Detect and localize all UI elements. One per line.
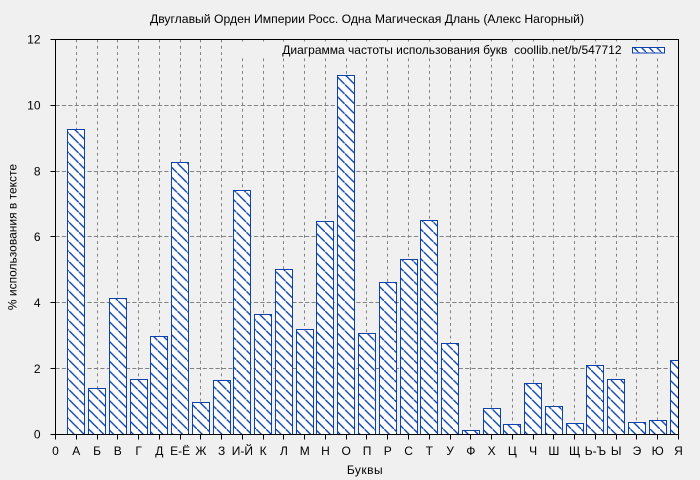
svg-text:Х: Х [488,444,496,458]
svg-text:10: 10 [27,99,41,113]
svg-text:Э: Э [633,444,642,458]
svg-text:К: К [260,444,267,458]
svg-text:Д: Д [155,444,163,458]
svg-text:З: З [218,444,225,458]
svg-text:Т: Т [426,444,434,458]
svg-text:4: 4 [34,296,41,310]
svg-text:Ж: Ж [195,444,206,458]
svg-text:12: 12 [27,33,41,47]
svg-text:6: 6 [34,230,41,244]
svg-text:Е-Ё: Е-Ё [170,444,190,458]
svg-text:Г: Г [135,444,142,458]
svg-text:0: 0 [34,428,41,442]
svg-text:8: 8 [34,164,41,178]
svg-text:А: А [72,444,80,458]
svg-text:Ф: Ф [466,444,475,458]
svg-text:Н: Н [321,444,330,458]
svg-text:Р: Р [384,444,392,458]
svg-text:Б: Б [93,444,101,458]
svg-text:Двуглавый Орден Империи Росс.: Двуглавый Орден Империи Росс. Одна Магич… [150,12,584,26]
svg-text:Ч: Ч [529,444,537,458]
svg-text:О: О [342,444,351,458]
svg-text:Буквы: Буквы [347,463,383,477]
svg-text:Я: Я [674,444,683,458]
svg-text:% использования в тексте: % использования в тексте [6,164,20,310]
svg-text:Ш: Ш [548,444,559,458]
svg-text:Ц: Ц [508,444,517,458]
svg-text:П: П [363,444,372,458]
svg-text:М: М [300,444,310,458]
svg-text:У: У [446,444,454,458]
svg-text:Диаграмма частоты использовани: Диаграмма частоты использования букв coo… [282,43,622,57]
svg-text:0: 0 [52,444,59,458]
svg-text:Щ: Щ [569,444,580,458]
svg-text:Ю: Ю [652,444,664,458]
svg-text:С: С [404,444,413,458]
svg-text:Л: Л [280,444,288,458]
svg-text:2: 2 [34,362,41,376]
svg-text:В: В [114,444,122,458]
svg-text:Ы: Ы [611,444,622,458]
svg-text:Ь-Ъ: Ь-Ъ [585,444,606,458]
svg-text:И-Й: И-Й [232,443,253,458]
